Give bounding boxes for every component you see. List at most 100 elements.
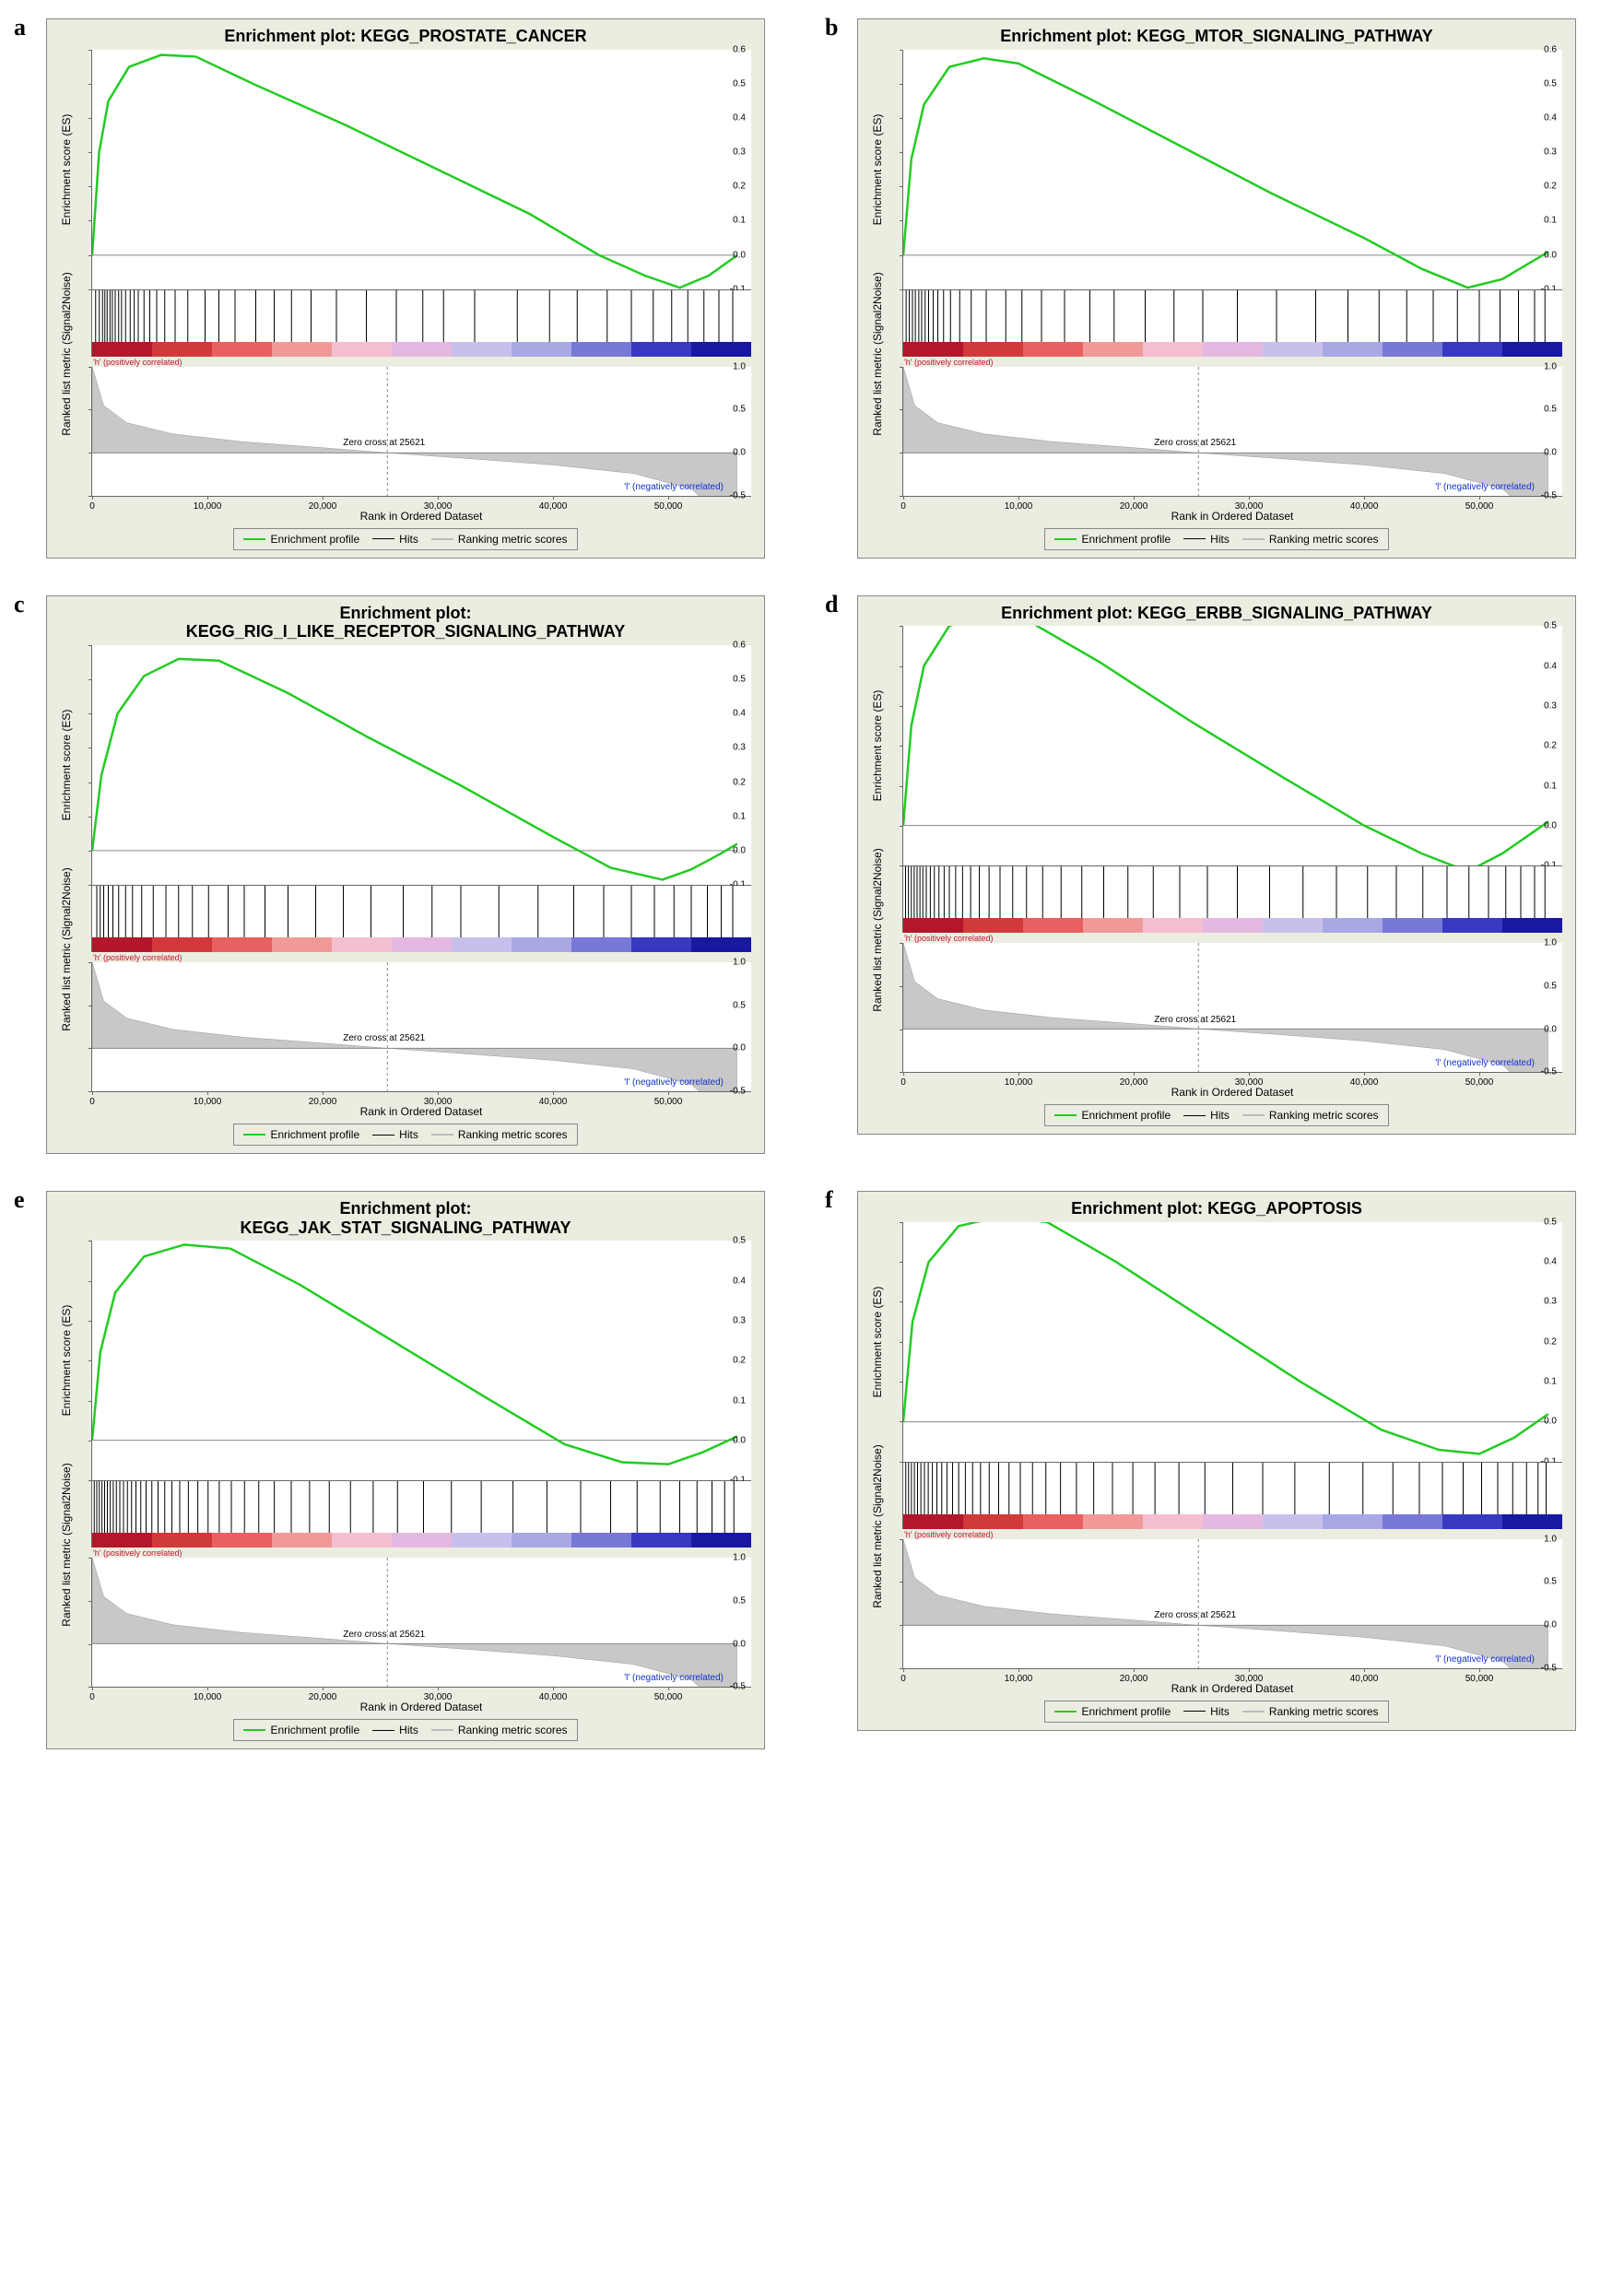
legend-item: Ranking metric scores <box>431 533 568 546</box>
hits-subplot <box>902 866 1562 918</box>
rank-ytick: 1.0 <box>1544 361 1557 371</box>
xtick: 0 <box>900 501 906 512</box>
rank-ylabel: Ranked list metric (Signal2Noise) <box>60 867 73 1030</box>
xtick: 50,000 <box>1465 1674 1494 1684</box>
es-ytick: 0.4 <box>733 112 746 123</box>
legend-item: Hits <box>372 533 418 546</box>
rank-ytick: 0.0 <box>733 448 746 458</box>
legend-label: Enrichment profile <box>1081 1705 1171 1718</box>
legend-item: Ranking metric scores <box>431 1128 568 1141</box>
xtick: 0 <box>900 1077 906 1088</box>
rank-ytick: 1.0 <box>1544 938 1557 948</box>
panel-label: a <box>14 14 26 41</box>
hits-svg <box>903 1463 1548 1514</box>
panel-title: Enrichment plot: KEGG_APOPTOSIS <box>865 1199 1568 1218</box>
neg-correl-label: 'l' (negatively correlated) <box>1435 482 1535 492</box>
pos-correl-label: 'h' (positively correlated) <box>93 953 751 962</box>
panel-f: fEnrichment plot: KEGG_APOPTOSISEnrichme… <box>830 1191 1604 1749</box>
gsea-panel: Enrichment plot:KEGG_JAK_STAT_SIGNALING_… <box>46 1191 765 1749</box>
legend-item: Hits <box>1183 533 1230 546</box>
es-ytick: 0.6 <box>733 641 746 651</box>
legend-item: Enrichment profile <box>243 1128 359 1141</box>
es-ytick: 0.4 <box>1544 661 1557 671</box>
xlabel: Rank in Ordered Dataset <box>902 510 1562 523</box>
xlabel: Rank in Ordered Dataset <box>91 1105 751 1118</box>
neg-correl-label: 'l' (negatively correlated) <box>1435 1058 1535 1068</box>
panel-label: c <box>14 591 25 618</box>
es-ytick: 0.2 <box>1544 182 1557 192</box>
es-ytick: 0.5 <box>733 78 746 88</box>
rank-subplot: Ranked list metric (Signal2Noise) -0.50.… <box>91 1558 751 1688</box>
es-ytick: 0.5 <box>1544 621 1557 631</box>
es-ylabel: Enrichment score (ES) <box>60 710 73 821</box>
panel-label: f <box>825 1186 833 1214</box>
hits-svg <box>903 866 1548 918</box>
rank-ytick: 0.5 <box>733 1596 746 1606</box>
es-ytick: 0.0 <box>733 1436 746 1446</box>
heatmap-strip <box>902 342 1562 357</box>
xtick: 0 <box>89 501 95 512</box>
legend-label: Enrichment profile <box>270 533 359 546</box>
pos-correl-label: 'h' (positively correlated) <box>904 934 1562 943</box>
rank-subplot: Ranked list metric (Signal2Noise) -0.50.… <box>902 367 1562 497</box>
rank-ytick: 0.0 <box>1544 1024 1557 1034</box>
heatmap-strip <box>902 1514 1562 1529</box>
xlabel: Rank in Ordered Dataset <box>902 1086 1562 1099</box>
legend-item: Enrichment profile <box>1054 1109 1171 1122</box>
xtick: 0 <box>89 1692 95 1702</box>
xtick: 10,000 <box>194 501 222 512</box>
panel-title: Enrichment plot: KEGG_MTOR_SIGNALING_PAT… <box>865 27 1568 46</box>
heatmap-strip <box>91 342 751 357</box>
es-ytick: 0.2 <box>1544 741 1557 751</box>
pos-correl-label: 'h' (positively correlated) <box>904 1530 1562 1539</box>
xlabel: Rank in Ordered Dataset <box>91 1701 751 1713</box>
legend-item: Ranking metric scores <box>1242 1705 1379 1718</box>
panel-title: Enrichment plot: KEGG_ERBB_SIGNALING_PAT… <box>865 604 1568 623</box>
es-ytick: 0.5 <box>1544 1217 1557 1227</box>
rank-svg <box>92 1558 737 1687</box>
enrichment-subplot: Enrichment score (ES) -0.10.00.10.20.30.… <box>91 645 751 886</box>
hits-svg <box>903 290 1548 342</box>
legend-label: Enrichment profile <box>270 1724 359 1736</box>
chart-area: Enrichment score (ES) -0.10.00.10.20.30.… <box>91 1241 751 1713</box>
neg-correl-label: 'l' (negatively correlated) <box>624 1077 724 1088</box>
es-svg <box>903 1222 1548 1462</box>
pos-correl-label: 'h' (positively correlated) <box>93 1548 751 1558</box>
neg-correl-label: 'l' (negatively correlated) <box>624 482 724 492</box>
hits-subplot <box>902 1463 1562 1514</box>
legend-label: Enrichment profile <box>270 1128 359 1141</box>
xtick: 20,000 <box>309 1097 337 1107</box>
legend: Enrichment profile Hits Ranking metric sco… <box>233 528 577 550</box>
heatmap-strip <box>902 918 1562 933</box>
es-ytick: 0.4 <box>1544 112 1557 123</box>
es-ytick: 0.4 <box>733 709 746 719</box>
enrichment-subplot: Enrichment score (ES) -0.10.00.10.20.30.… <box>902 50 1562 290</box>
es-ytick: 0.5 <box>1544 78 1557 88</box>
xtick: 40,000 <box>1350 1077 1379 1088</box>
es-ytick: 0.3 <box>1544 1297 1557 1307</box>
rank-ytick: 0.5 <box>1544 405 1557 415</box>
legend-item: Ranking metric scores <box>1242 1109 1379 1122</box>
legend: Enrichment profileHitsRanking metric sco… <box>233 1124 577 1146</box>
es-ylabel: Enrichment score (ES) <box>60 113 73 225</box>
panel-title: Enrichment plot:KEGG_JAK_STAT_SIGNALING_… <box>54 1199 757 1237</box>
rank-ytick: 0.5 <box>1544 982 1557 992</box>
xtick: 50,000 <box>654 1097 683 1107</box>
zero-cross-label: Zero cross at 25621 <box>343 438 425 448</box>
xtick: 30,000 <box>424 501 453 512</box>
es-ylabel: Enrichment score (ES) <box>871 1286 884 1397</box>
es-ytick: 0.0 <box>1544 1417 1557 1427</box>
xtick: 20,000 <box>309 501 337 512</box>
rank-ytick: 0.5 <box>733 1000 746 1010</box>
pos-correl-label: 'h' (positively correlated) <box>904 358 1562 367</box>
es-ytick: 0.1 <box>733 1395 746 1406</box>
xtick: 0 <box>900 1674 906 1684</box>
chart-area: Enrichment score (ES) -0.10.00.10.20.30.… <box>91 50 751 523</box>
neg-correl-label: 'l' (negatively correlated) <box>1435 1654 1535 1665</box>
es-ytick: 0.3 <box>1544 147 1557 158</box>
rank-subplot: Ranked list metric (Signal2Noise) -0.50.… <box>91 367 751 497</box>
legend-label: Hits <box>399 533 418 546</box>
hits-svg <box>92 290 737 342</box>
es-ytick: 0.6 <box>733 44 746 54</box>
gsea-panel: Enrichment plot: KEGG_MTOR_SIGNALING_PAT… <box>857 18 1576 559</box>
